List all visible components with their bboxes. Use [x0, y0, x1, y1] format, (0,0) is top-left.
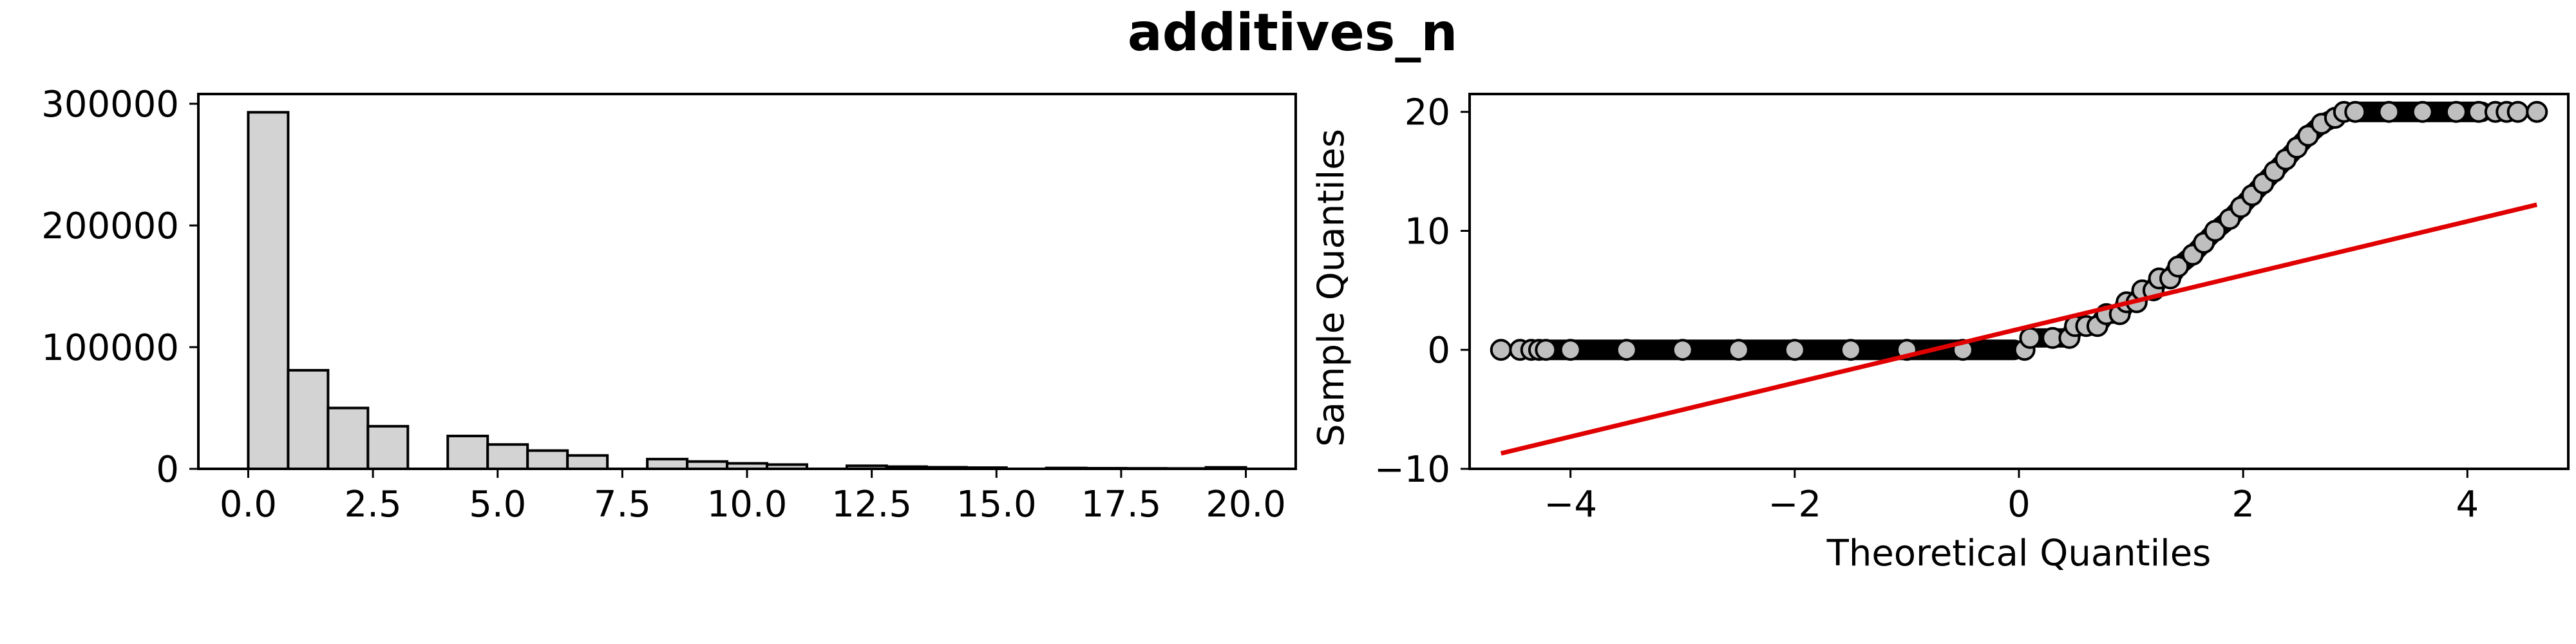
- qq-frame: [1468, 93, 2570, 470]
- qq-point-band: [1534, 339, 2025, 361]
- qq-x-axis-label: Theoretical Quantiles: [1826, 533, 2211, 574]
- y-tick-label: 10: [1405, 211, 1450, 252]
- qq-y-axis-label: Sample Quantiles: [1311, 129, 1352, 447]
- qq-point: [1783, 339, 1806, 361]
- qq-point: [2378, 100, 2400, 123]
- histogram-bar: [646, 457, 689, 471]
- qq-point: [1671, 339, 1694, 361]
- histogram-bar: [446, 434, 489, 471]
- qq-point: [2297, 124, 2320, 147]
- qq-point: [1490, 339, 1512, 361]
- x-tick-label: 7.5: [594, 484, 651, 526]
- qq-point: [2506, 100, 2529, 123]
- histogram-bar: [486, 443, 529, 470]
- x-tick-label: 20.0: [1206, 484, 1286, 526]
- qq-point: [2204, 220, 2226, 242]
- qq-y-ticks: −10 0 10 20: [1374, 92, 1470, 491]
- qq-plot-panel: −4 −2 0 2 4 −10 0 10 20 Theoretical Quantiles S…: [1311, 92, 2570, 574]
- histogram-bar: [526, 449, 569, 470]
- y-tick-label: 200000: [41, 205, 179, 247]
- qq-point: [2344, 100, 2367, 123]
- histogram-x-ticks: 0.0 2.5 5.0 7.5 10.0 12.5 15.0 17.5 20.0: [220, 469, 1286, 526]
- y-tick-label: 20: [1405, 92, 1450, 134]
- histogram-bar: [566, 454, 609, 471]
- qq-point: [2167, 255, 2190, 278]
- histogram-bar: [247, 111, 290, 470]
- x-tick-label: 12.5: [831, 484, 912, 526]
- qq-point: [1615, 339, 1638, 361]
- x-tick-label: 17.5: [1081, 484, 1162, 526]
- x-tick-label: 15.0: [956, 484, 1037, 526]
- histogram-bars: [247, 111, 1247, 471]
- x-tick-label: 10.0: [707, 484, 788, 526]
- histogram-y-ticks: 0 100000 200000 300000: [41, 84, 198, 491]
- x-tick-label: 4: [2456, 484, 2479, 526]
- histogram-frame: [197, 93, 1297, 470]
- y-tick-label: 0: [156, 449, 179, 491]
- figure-title: additives_n: [1128, 3, 1458, 62]
- qq-x-ticks: −4 −2 0 2 4: [1544, 469, 2479, 526]
- histogram-bar: [366, 424, 410, 471]
- x-tick-label: 2.5: [345, 484, 402, 526]
- qq-point: [2526, 100, 2548, 123]
- qq-reference-line: [1500, 202, 2538, 456]
- x-tick-label: −2: [1768, 484, 1822, 526]
- y-tick-label: −10: [1374, 449, 1450, 491]
- x-tick-label: 0.0: [220, 484, 277, 526]
- qq-point: [1559, 339, 1582, 361]
- qq-points: [1490, 100, 2548, 361]
- y-tick-label: 100000: [41, 327, 179, 369]
- y-tick-label: 0: [1427, 330, 1450, 372]
- histogram-bar: [327, 406, 370, 470]
- qq-point: [1727, 339, 1750, 361]
- x-tick-label: −4: [1544, 484, 1597, 526]
- histogram-bar: [287, 368, 330, 470]
- y-tick-label: 300000: [41, 84, 179, 126]
- histogram-panel: 0.0 2.5 5.0 7.5 10.0 12.5 15.0 17.5 20.0 0 100000…: [41, 84, 1297, 526]
- qq-point: [2445, 100, 2467, 123]
- qq-point: [1839, 339, 1862, 361]
- x-tick-label: 0: [2007, 484, 2031, 526]
- x-tick-label: 5.0: [469, 484, 526, 526]
- qq-point: [2019, 327, 2041, 349]
- qq-point: [1535, 339, 1557, 361]
- qq-point: [2411, 100, 2434, 123]
- x-tick-label: 2: [2231, 484, 2255, 526]
